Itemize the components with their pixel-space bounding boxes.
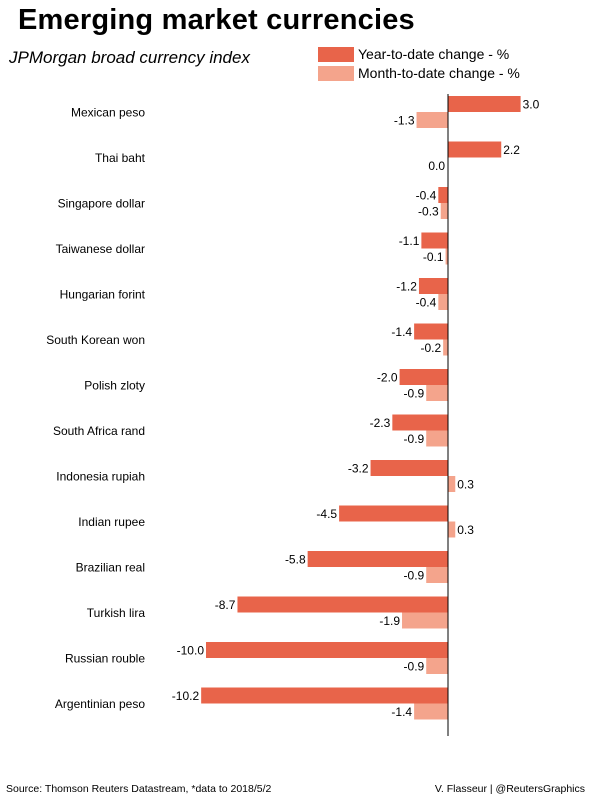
data-label-ytd: -5.8 [285,553,306,567]
category-label: Brazilian real [76,561,145,575]
bar-ytd [421,232,448,249]
bar-ytd [237,596,448,613]
bar-mtd [426,658,448,674]
bar-ytd [201,687,448,704]
category-label: Hungarian forint [60,288,146,302]
bar-ytd [307,551,448,567]
data-label-mtd: -0.9 [404,387,425,401]
category-label: Polish zloty [84,379,145,393]
data-label-ytd: -10.2 [172,689,200,703]
data-label-mtd: -0.2 [420,341,441,355]
data-label-mtd: -1.4 [391,705,412,719]
data-label-ytd: -8.7 [215,598,236,612]
data-label-ytd: -10.0 [177,644,205,658]
data-label-mtd: -0.9 [404,660,425,674]
bar-mtd [426,567,448,583]
bar-ytd [339,505,448,522]
data-label-ytd: -2.3 [370,416,391,430]
legend-label-ytd: Year-to-date change - % [358,46,510,62]
bar-ytd [399,369,448,385]
bar-mtd [443,339,448,356]
data-label-mtd: -0.9 [404,569,425,583]
bar-mtd [438,294,448,310]
data-label-mtd: -0.9 [404,432,425,446]
data-label-ytd: -3.2 [348,462,369,476]
bar-ytd [414,323,448,340]
chart-subtitle: JPMorgan broad currency index [9,48,250,67]
bar-mtd [426,385,448,401]
data-label-ytd: -1.2 [396,280,417,294]
category-label: Taiwanese dollar [56,242,145,256]
legend-label-mtd: Month-to-date change - % [358,65,520,81]
category-label: Singapore dollar [58,197,145,211]
bar-mtd [416,112,448,128]
data-label-ytd: -0.4 [416,189,437,203]
data-label-ytd: 2.2 [503,143,520,157]
data-label-mtd: -0.3 [418,205,439,219]
bar-mtd [402,612,448,629]
data-label-mtd: -1.9 [379,614,400,628]
legend-swatch-mtd [318,65,354,81]
legend-swatch-ytd [318,46,354,62]
legend-item-ytd: Year-to-date change - % [318,45,520,63]
bar-mtd [448,476,456,492]
bar-ytd [418,278,448,294]
data-label-mtd: -0.4 [416,296,437,310]
data-label-mtd: -0.1 [423,250,444,264]
data-label-ytd: -1.4 [391,325,412,339]
bar-ytd [448,96,521,112]
bar-mtd [445,248,448,265]
chart-title: Emerging market currencies [18,4,415,36]
data-label-ytd: -2.0 [377,371,398,385]
category-label: South Korean won [46,333,145,347]
category-label: Indian rupee [78,515,145,529]
data-label-mtd: -1.3 [394,114,415,128]
bar-mtd [440,203,448,219]
data-label-mtd: 0.3 [457,478,474,492]
category-label: Turkish lira [87,606,146,620]
bar-ytd [370,460,448,476]
bar-mtd [414,703,448,720]
bar-mtd [426,430,448,447]
category-label: Argentinian peso [55,697,145,711]
category-label: Mexican peso [71,106,145,120]
bar-chart: Mexican peso 3.0 -1.3 Thai baht 2.2 0.0 Singap… [46,94,540,736]
category-label: Russian rouble [65,652,145,666]
data-label-mtd: 0.0 [428,159,445,173]
legend-item-mtd: Month-to-date change - % [318,64,520,82]
legend: Year-to-date change - % Month-to-date ch… [318,45,520,83]
data-label-mtd: 0.3 [457,523,474,537]
data-label-ytd: -1.1 [399,234,420,248]
category-label: Indonesia rupiah [56,470,145,484]
source-note: Source: Thomson Reuters Datastream, *dat… [6,783,272,795]
bar-ytd [448,141,502,158]
category-label: Thai baht [95,151,146,165]
bar-ytd [438,187,448,203]
bar-mtd [448,521,456,538]
data-label-ytd: 3.0 [523,98,540,112]
bar-ytd [206,642,448,658]
data-label-ytd: -4.5 [316,507,337,521]
credit-note: V. Flasseur | @ReutersGraphics [434,783,585,795]
bar-ytd [392,414,448,431]
category-label: South Africa rand [53,424,145,438]
